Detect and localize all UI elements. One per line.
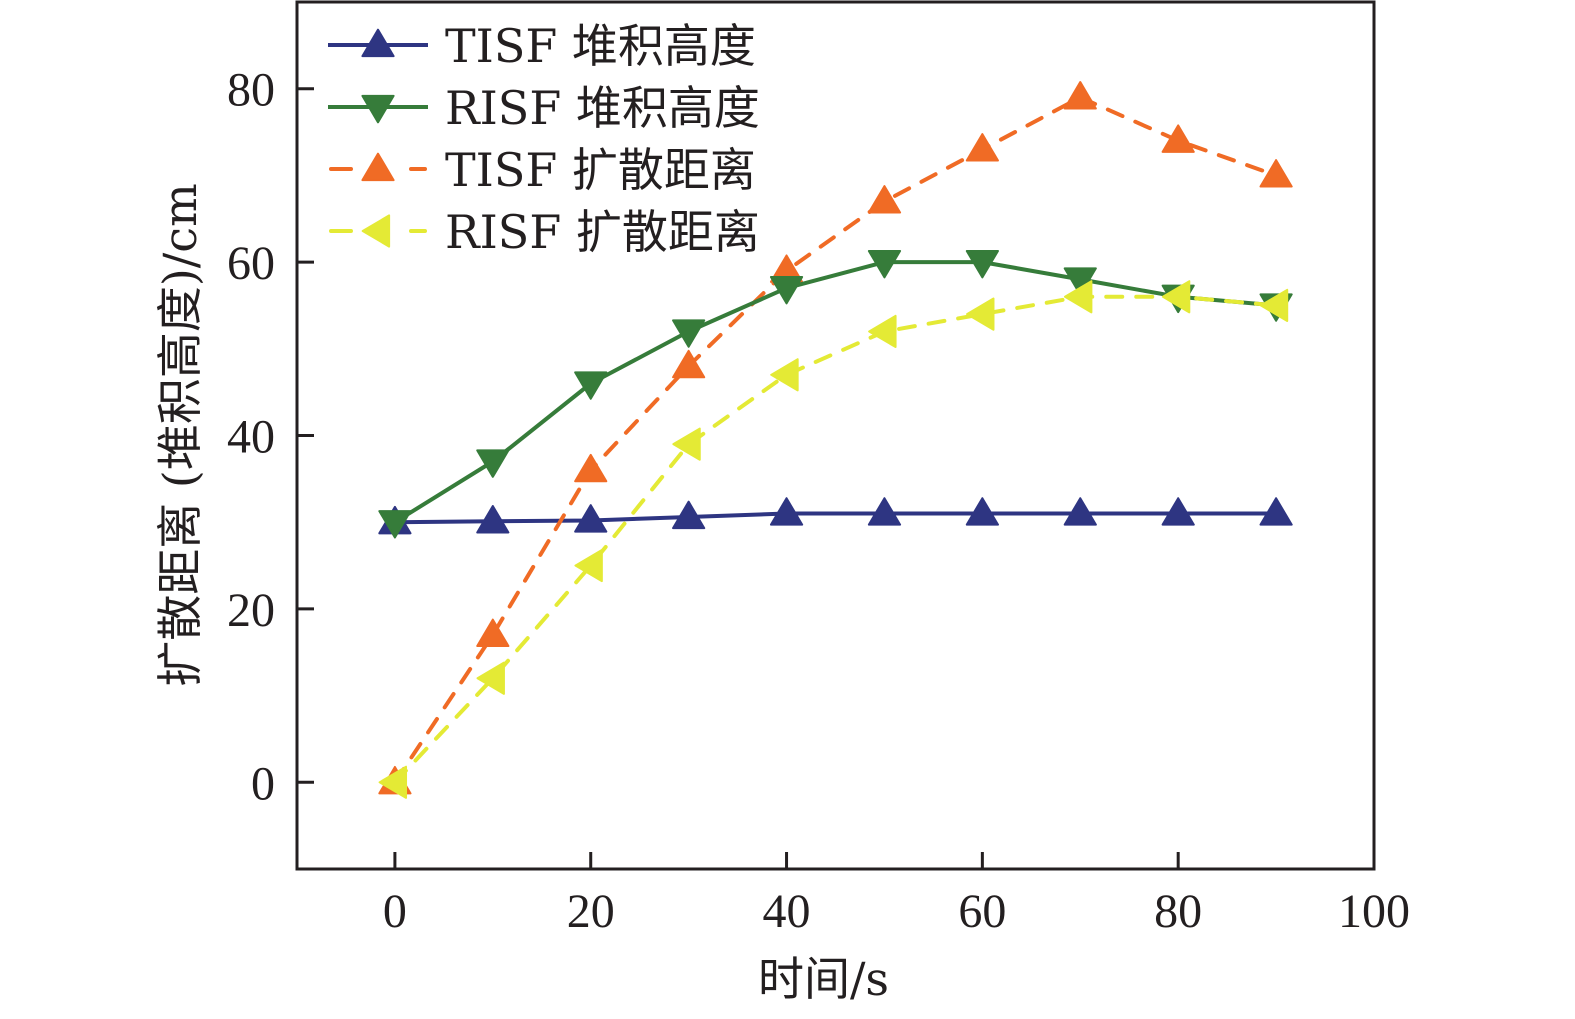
legend-label: RISF 扩散距离	[445, 205, 760, 259]
legend-marker	[361, 214, 391, 248]
data-point	[476, 449, 510, 478]
data-point	[1063, 267, 1097, 296]
y-tick-label: 40	[227, 411, 275, 464]
legend-marker	[361, 28, 395, 58]
data-point	[378, 510, 412, 539]
legend-item: TISF 扩散距离	[329, 143, 756, 197]
data-point	[1259, 497, 1293, 526]
x-tick-label: 60	[958, 885, 1006, 938]
legend-item: TISF 堆积高度	[328, 19, 756, 73]
y-tick-label: 0	[251, 757, 275, 810]
data-point	[966, 297, 995, 331]
y-tick-label: 60	[227, 237, 275, 290]
x-tick-label: 0	[383, 885, 407, 938]
data-point	[574, 548, 603, 583]
data-point	[769, 497, 804, 526]
series-line	[394, 511, 1277, 525]
data-point	[476, 661, 505, 695]
x-tick-label: 100	[1338, 885, 1410, 938]
data-point	[378, 765, 408, 799]
x-tick-label: 80	[1154, 885, 1202, 938]
data-point	[1161, 124, 1195, 153]
data-point	[770, 358, 799, 392]
data-point	[672, 500, 706, 530]
data-point	[574, 504, 608, 533]
data-point	[672, 349, 706, 379]
legend-marker	[361, 94, 395, 124]
x-axis-title: 时间/s	[758, 952, 889, 1006]
data-point	[672, 319, 706, 348]
legend-item: RISF 扩散距离	[329, 205, 760, 259]
legend-item: RISF 堆积高度	[328, 81, 760, 135]
data-point	[1063, 81, 1097, 110]
data-point	[867, 497, 902, 526]
data-point	[965, 133, 999, 162]
data-point	[476, 505, 510, 534]
data-point	[1259, 159, 1293, 188]
legend-marker	[361, 152, 395, 182]
series-line	[392, 95, 1279, 785]
y-tick-label: 80	[227, 64, 275, 117]
x-tick-label: 40	[763, 885, 811, 938]
data-point	[672, 427, 701, 461]
data-point	[868, 314, 897, 349]
axis-ticks: 0 20 40 60 80 100 0 20 40 60 80	[227, 64, 1410, 938]
data-point	[867, 249, 902, 279]
y-axis-title: 扩散距离 (堆积高度)/cm	[153, 183, 207, 686]
series-layer	[378, 81, 1293, 799]
data-point	[1063, 280, 1093, 314]
data-point	[476, 618, 510, 648]
legend-label: TISF 扩散距离	[445, 143, 756, 197]
data-point	[965, 497, 999, 526]
y-tick-label: 20	[227, 584, 275, 637]
legend-label: TISF 堆积高度	[445, 19, 756, 73]
x-tick-label: 20	[567, 885, 615, 938]
data-point	[965, 249, 999, 279]
data-point	[1259, 288, 1289, 323]
data-point	[1063, 497, 1097, 526]
series-3	[378, 280, 1289, 799]
legend: TISF 堆积高度 RISF 堆积高度 TISF 扩散距离 RISF 扩散距离	[328, 19, 760, 259]
data-point	[867, 185, 902, 214]
series-1	[378, 249, 1293, 539]
data-point	[1161, 497, 1195, 526]
series-line	[392, 294, 1279, 785]
data-point	[574, 453, 608, 483]
data-point	[769, 275, 804, 305]
data-point	[574, 371, 608, 400]
data-point	[1161, 280, 1191, 314]
legend-label: RISF 堆积高度	[445, 81, 760, 135]
series-line	[393, 260, 1277, 524]
series-0	[378, 497, 1293, 535]
